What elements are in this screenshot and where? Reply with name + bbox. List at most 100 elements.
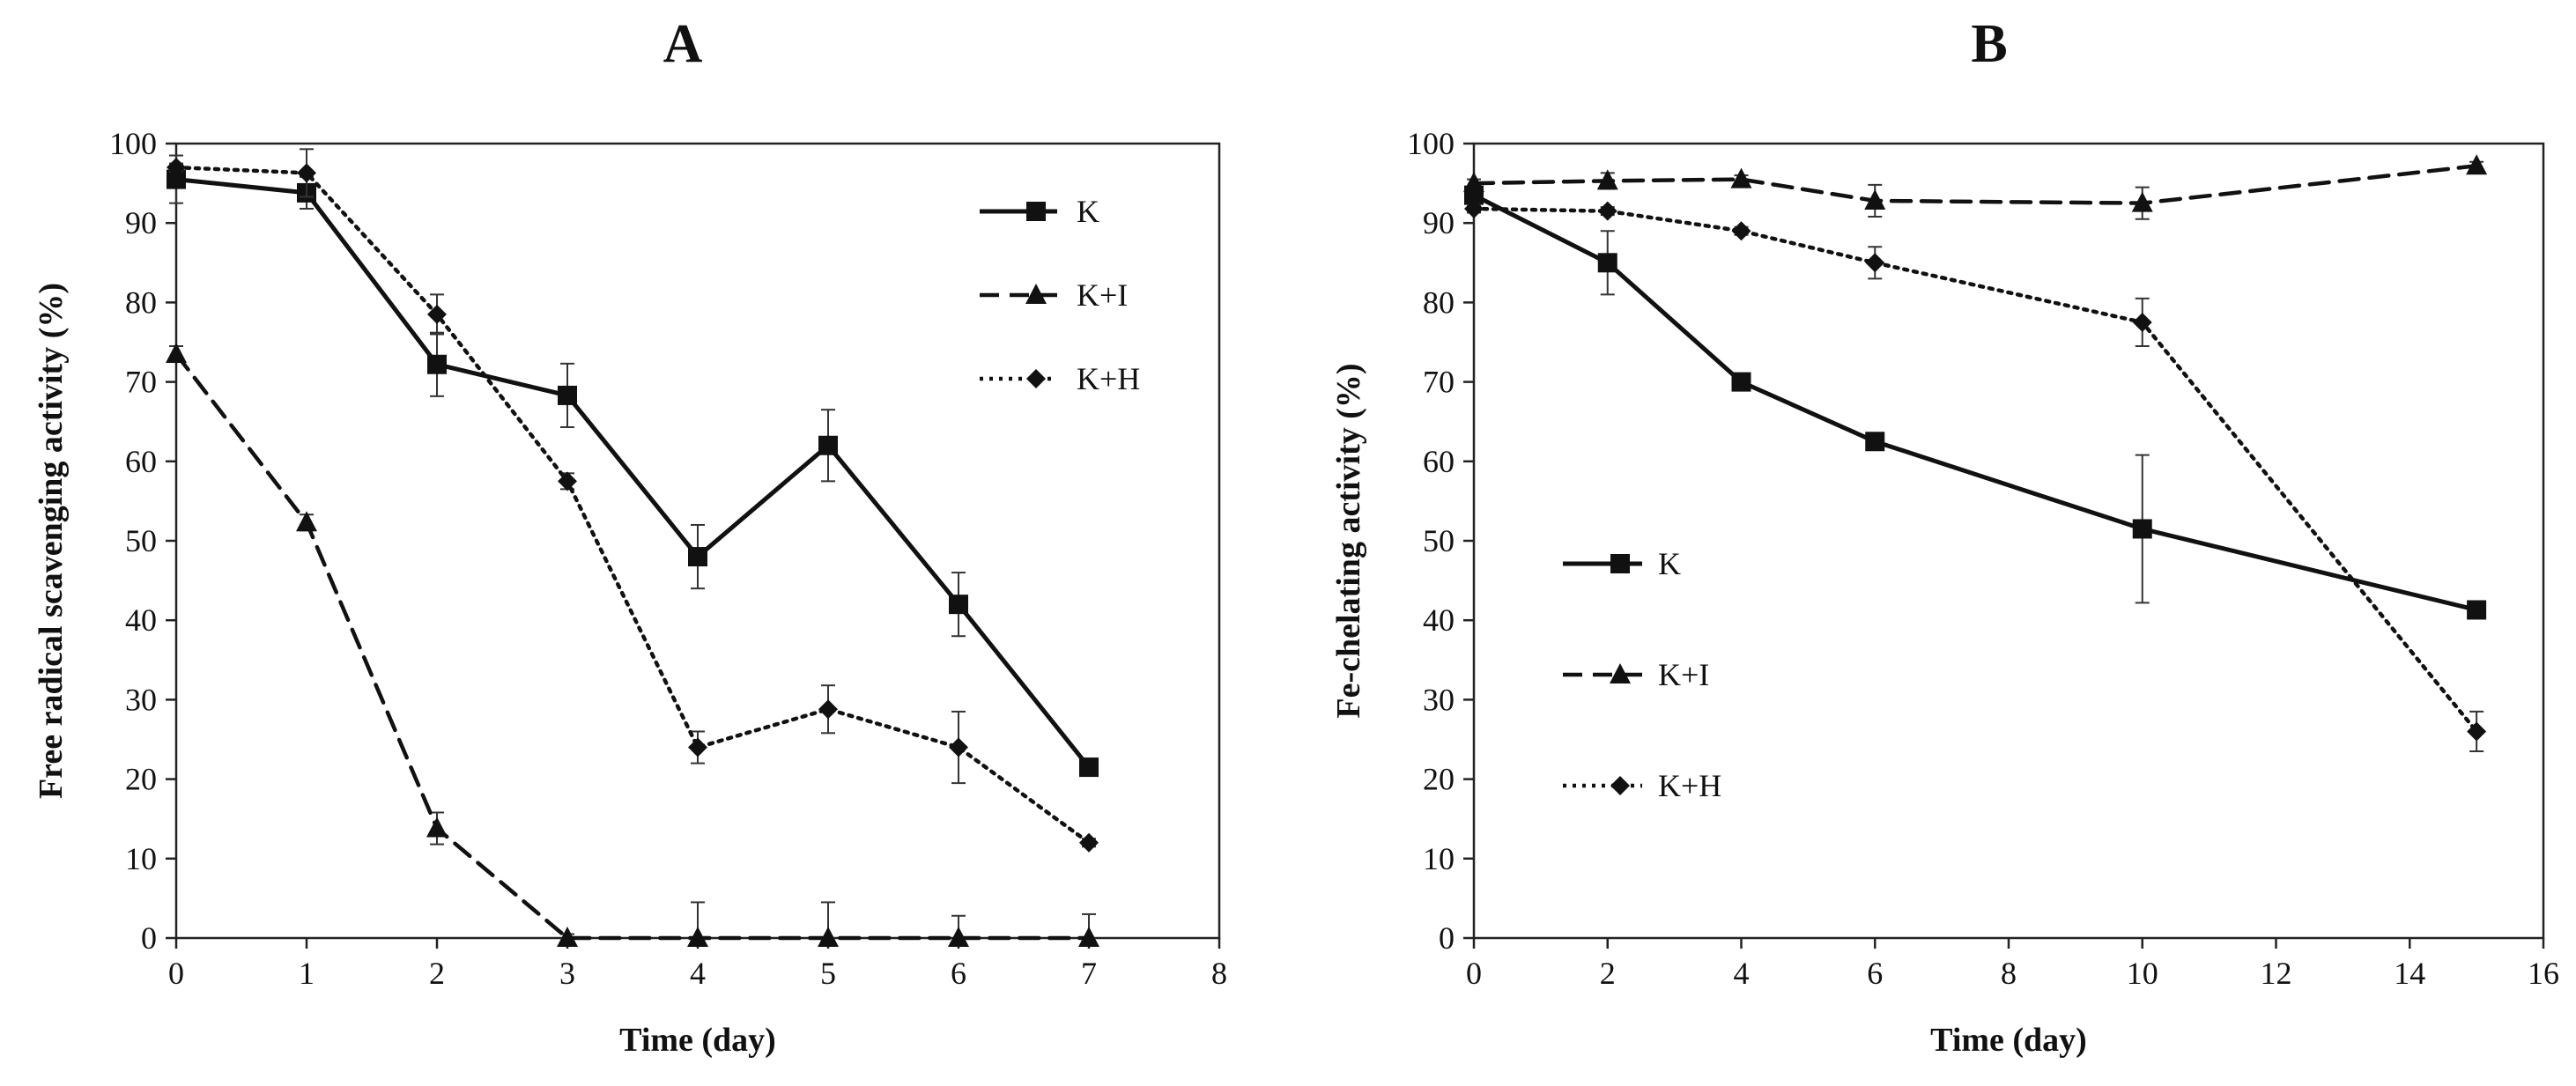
y-tick-label-b-90: 90 <box>1423 205 1455 240</box>
series-a-k-h <box>167 148 1099 853</box>
x-tick-label-a-3: 3 <box>559 956 575 991</box>
legend-item-b-k-h: K+H <box>1563 768 1721 803</box>
series-b-k-i <box>1463 154 2488 220</box>
legend-label-b-k-h: K+H <box>1658 768 1721 803</box>
x-tick-label-a-6: 6 <box>951 956 966 991</box>
point-a-k-i-6 <box>948 927 969 947</box>
point-a-k-i-4 <box>687 927 708 947</box>
x-tick-label-b-14: 14 <box>2394 956 2425 991</box>
y-axis-title-b: Fe-chelating activity (%) <box>1330 363 1367 718</box>
point-a-k-h-0 <box>167 158 186 178</box>
legend-label-a-k-h: K+H <box>1077 361 1140 396</box>
point-b-k-i-10 <box>2131 191 2153 212</box>
legend-label-a-k: K <box>1077 194 1099 229</box>
x-tick-label-b-12: 12 <box>2261 956 2292 991</box>
point-a-k-i-0 <box>166 343 187 364</box>
point-a-k-5 <box>818 435 838 455</box>
point-b-k-h-10 <box>2132 312 2152 332</box>
point-b-k-i-0 <box>1463 172 1484 193</box>
point-a-k-7 <box>1079 757 1099 778</box>
point-a-k-i-2 <box>426 816 448 838</box>
point-b-k-h-4 <box>1731 221 1751 241</box>
y-tick-label-a-50: 50 <box>125 523 157 558</box>
y-tick-label-b-100: 100 <box>1407 126 1455 161</box>
x-tick-label-b-8: 8 <box>2001 956 2017 991</box>
legend-marker-a-k-i <box>1025 284 1047 304</box>
legend-item-b-k-i: K+I <box>1563 657 1709 692</box>
legend-marker-a-k-h <box>1026 369 1046 388</box>
legend-label-b-k: K <box>1658 546 1681 581</box>
point-b-k-h-15 <box>2467 721 2487 742</box>
point-a-k-4 <box>688 547 707 567</box>
point-b-k-i-2 <box>1596 169 1618 190</box>
y-tick-label-a-80: 80 <box>125 284 157 320</box>
y-tick-label-a-0: 0 <box>141 920 157 956</box>
legend-item-a-k-h: K+H <box>980 361 1140 396</box>
y-tick-label-a-70: 70 <box>125 365 157 400</box>
series-line-b-k <box>1471 193 2479 612</box>
point-a-k-3 <box>558 385 577 405</box>
point-b-k-4 <box>1731 372 1751 392</box>
series-a-k-i <box>166 343 1099 947</box>
point-b-k-2 <box>1597 253 1617 273</box>
point-a-k-i-1 <box>296 511 317 532</box>
point-b-k-15 <box>2467 600 2487 620</box>
point-a-k-0 <box>167 169 186 189</box>
x-tick-label-a-1: 1 <box>299 956 315 991</box>
point-a-k-h-5 <box>818 699 838 720</box>
y-tick-label-b-30: 30 <box>1423 682 1455 717</box>
point-a-k-h-4 <box>688 737 707 757</box>
legend-marker-b-k-i <box>1610 663 1631 683</box>
series-line-b-k-i <box>1471 164 2479 205</box>
legend-marker-b-k-h <box>1610 776 1630 795</box>
series-line-a-k-h <box>174 165 1092 846</box>
point-b-k-i-6 <box>1864 188 1886 210</box>
point-a-k-h-7 <box>1079 832 1099 853</box>
plot-frame-b <box>1472 142 2545 940</box>
point-a-k-i-5 <box>818 927 839 947</box>
point-a-k-i-3 <box>557 927 578 947</box>
legend-marker-b-k <box>1610 554 1630 573</box>
y-tick-label-b-70: 70 <box>1423 365 1455 400</box>
series-line-a-k-i <box>174 351 1092 941</box>
point-a-k-2 <box>427 354 447 374</box>
point-a-k-h-2 <box>427 304 447 324</box>
x-tick-label-a-8: 8 <box>1211 956 1227 991</box>
x-tick-label-b-4: 4 <box>1734 956 1750 991</box>
x-tick-label-b-10: 10 <box>2127 956 2158 991</box>
point-a-k-i-7 <box>1078 927 1099 947</box>
y-tick-label-b-40: 40 <box>1423 602 1455 638</box>
y-tick-label-b-0: 0 <box>1439 920 1455 956</box>
y-tick-label-a-10: 10 <box>125 841 157 876</box>
legend-item-a-k: K <box>980 194 1099 229</box>
y-tick-label-b-10: 10 <box>1423 841 1455 876</box>
x-tick-label-a-0: 0 <box>168 956 184 991</box>
y-tick-label-b-80: 80 <box>1423 284 1455 320</box>
x-tick-label-a-5: 5 <box>820 956 836 991</box>
y-tick-label-a-30: 30 <box>125 682 157 717</box>
legend-label-a-k-i: K+I <box>1077 277 1128 313</box>
x-tick-label-b-6: 6 <box>1867 956 1883 991</box>
point-b-k-h-2 <box>1597 201 1617 221</box>
point-b-k-i-4 <box>1730 167 1752 188</box>
x-tick-label-b-0: 0 <box>1466 956 1482 991</box>
x-tick-label-a-2: 2 <box>429 956 445 991</box>
point-b-k-6 <box>1865 432 1885 452</box>
y-tick-label-a-60: 60 <box>125 444 157 479</box>
point-a-k-6 <box>949 595 968 615</box>
x-tick-label-a-4: 4 <box>690 956 706 991</box>
legend-label-b-k-i: K+I <box>1658 657 1709 692</box>
y-tick-label-a-90: 90 <box>125 205 157 240</box>
y-tick-label-a-20: 20 <box>125 762 157 797</box>
series-line-a-k <box>174 177 1092 770</box>
y-tick-label-b-50: 50 <box>1423 523 1455 558</box>
point-b-k-h-0 <box>1464 198 1484 218</box>
series-b-k-h <box>1464 198 2487 753</box>
legend-item-a-k-i: K+I <box>980 277 1128 313</box>
y-tick-label-b-60: 60 <box>1423 444 1455 479</box>
chart-panel-b: B 0 10 20 30 40 50 60 70 80 90 100 0 2 4 6 8 10 12 14 16 Time… <box>1330 14 2559 1059</box>
y-axis-title-a: Free radical scavenging activity (%) <box>33 283 70 799</box>
x-axis-title-a: Time (day) <box>619 1022 776 1059</box>
point-a-k-h-1 <box>297 163 316 183</box>
